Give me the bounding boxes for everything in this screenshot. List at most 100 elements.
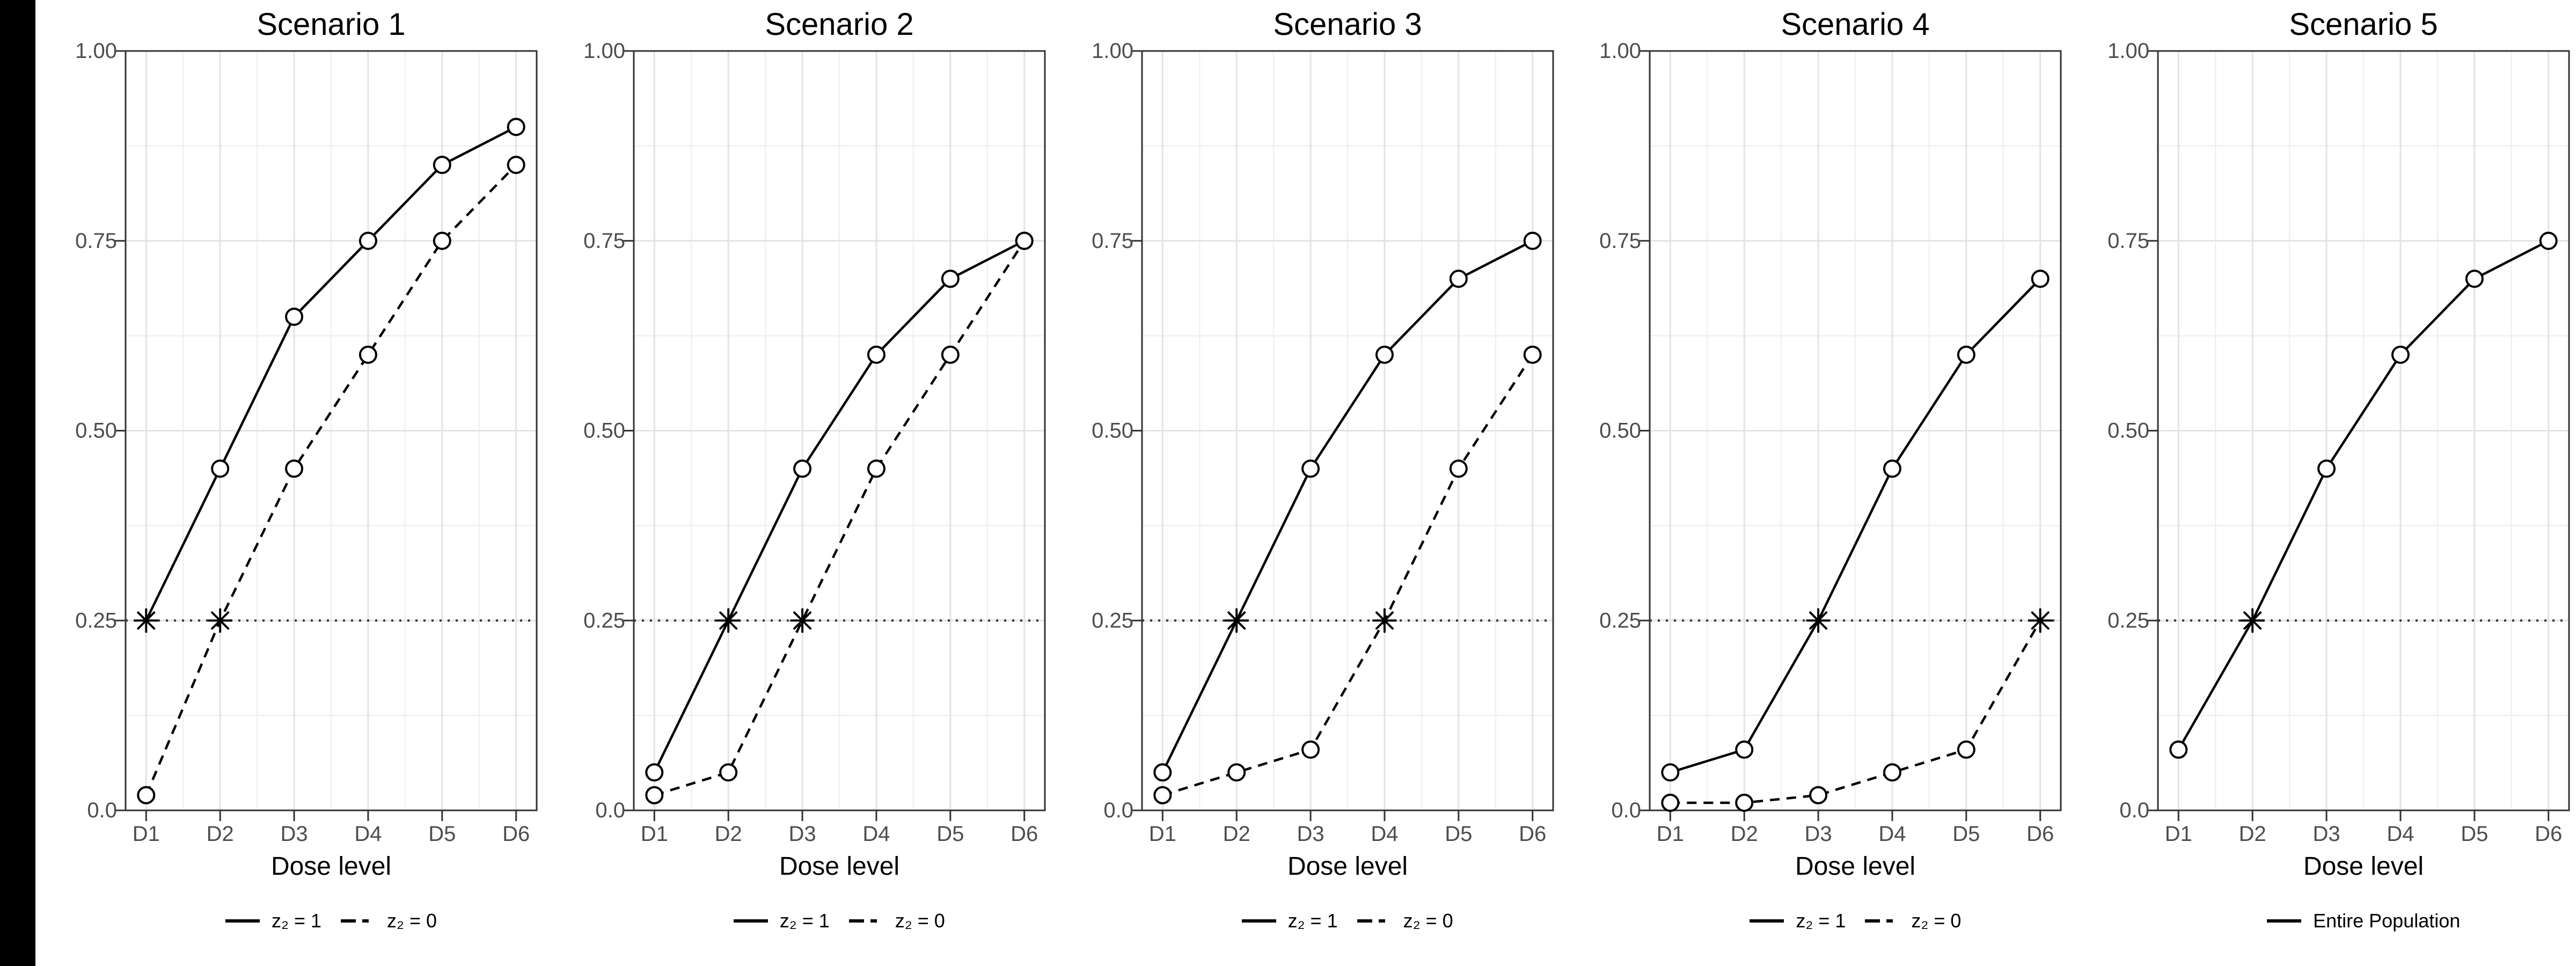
x-tick-label: D4 <box>354 822 382 846</box>
x-tick-label: D3 <box>1805 822 1832 846</box>
x-tick-label: D3 <box>788 822 816 846</box>
y-tick-label: 0.25 <box>583 609 625 632</box>
data-point-circle <box>1957 740 1976 759</box>
legend-item: Entire Population <box>2267 910 2460 932</box>
legend-item: z₂ = 0 <box>341 910 437 932</box>
x-tick-label: D5 <box>936 822 964 846</box>
legend-item: z₂ = 0 <box>1357 910 1453 932</box>
asterisk-target-marker <box>1806 608 1831 633</box>
data-point-circle <box>433 156 451 174</box>
data-point-circle <box>2539 231 2558 250</box>
y-tick-label: 1.00 <box>1600 39 1642 63</box>
data-point-circle <box>1735 740 1754 759</box>
y-tick-label: 0.0 <box>1103 799 1133 822</box>
y-tick-label: 0.0 <box>2120 799 2150 822</box>
legend-label: z₂ = 1 <box>1796 910 1846 932</box>
x-tick-label: D1 <box>2165 822 2192 846</box>
data-point-circle <box>358 346 377 364</box>
panel-plot-svg: 0.0 0.25 0.50 0.75 1.00 D1 D2 D3 D4 D5 D6 Dose leve… <box>583 7 1046 881</box>
panel-legend: z₂ = 1 z₂ = 0 <box>1650 906 2061 936</box>
legend-label: z₂ = 1 <box>1287 910 1338 932</box>
data-point-circle <box>1661 793 1680 812</box>
data-point-circle <box>941 346 960 364</box>
asterisk-target-marker <box>208 608 233 633</box>
x-tick-label: D4 <box>2387 822 2414 846</box>
data-point-circle <box>2391 346 2410 364</box>
legend-item: z₂ = 0 <box>1865 910 1961 932</box>
data-point-circle <box>793 459 811 478</box>
legend-key-dashed-line <box>848 919 883 923</box>
panel-title: Scenario 5 <box>2289 7 2438 42</box>
x-tick-label: D5 <box>1445 822 1472 846</box>
series-line-solid <box>1670 277 2041 774</box>
asterisk-target-marker <box>134 608 159 633</box>
panel-title: Scenario 3 <box>1273 7 1422 42</box>
y-tick-label: 0.0 <box>87 799 117 822</box>
y-tick-label: 0.25 <box>1092 609 1133 632</box>
x-axis-title: Dose level <box>1287 852 1408 881</box>
x-axis-title: Dose level <box>1795 852 1915 881</box>
y-tick-label: 0.75 <box>1092 229 1133 253</box>
y-tick-label: 0.50 <box>583 419 625 443</box>
panel-scenario-1: 0.0 0.25 0.50 0.75 1.00 D1 D2 D3 D4 D5 D6 Dose leve… <box>35 0 544 966</box>
axis-ticks <box>1639 50 2041 821</box>
y-tick-label: 0.75 <box>1600 229 1642 253</box>
data-point-circle <box>1883 459 1902 478</box>
y-tick-label: 0.50 <box>1092 419 1133 443</box>
panel-title: Scenario 2 <box>765 7 913 42</box>
data-point-circle <box>433 231 451 250</box>
data-point-circle <box>1661 763 1680 782</box>
legend-item: z₂ = 1 <box>1750 910 1846 932</box>
legend-item: z₂ = 1 <box>1241 910 1338 932</box>
x-tick-label: D2 <box>2239 822 2266 846</box>
legend-key-dashed-line <box>1357 919 1392 923</box>
data-point-circle <box>358 231 377 250</box>
data-point-circle <box>867 459 885 478</box>
x-tick-label: D1 <box>1148 822 1176 846</box>
data-point-circle <box>2031 269 2050 288</box>
y-tick-label: 1.00 <box>583 39 625 63</box>
axis-ticks <box>1131 50 1533 821</box>
panel-legend: Entire Population <box>2158 906 2569 936</box>
legend-label: Entire Population <box>2313 910 2461 932</box>
panel-plot-svg: 0.0 0.25 0.50 0.75 1.00 D1 D2 D3 D4 D5 D6 Dose leve… <box>1092 7 1554 881</box>
data-point-circle <box>1153 786 1172 804</box>
x-axis-title: Dose level <box>2303 852 2424 881</box>
legend-label: z₂ = 0 <box>387 910 437 932</box>
legend-key-solid-line <box>225 919 260 923</box>
axis-ticks <box>623 50 1025 821</box>
y-tick-label: 0.75 <box>2107 229 2149 253</box>
gridlines <box>2158 50 2570 811</box>
panel-scenario-3: 0.0 0.25 0.50 0.75 1.00 D1 D2 D3 D4 D5 D6 Dose leve… <box>1052 0 1560 966</box>
x-tick-label: D6 <box>2535 822 2562 846</box>
y-tick-label: 0.75 <box>583 229 625 253</box>
asterisk-target-marker <box>789 608 815 633</box>
panel-plot-svg: 0.0 0.25 0.50 0.75 1.00 D1 D2 D3 D4 D5 D6 Dose leve… <box>75 7 538 881</box>
x-tick-label: D6 <box>2027 822 2054 846</box>
y-tick-label: 0.75 <box>75 229 117 253</box>
x-tick-label: D2 <box>1223 822 1250 846</box>
legend-key-solid-line <box>1241 919 1276 923</box>
panel-scenario-4: 0.0 0.25 0.50 0.75 1.00 D1 D2 D3 D4 D5 D6 Dose leve… <box>1560 0 2068 966</box>
data-point-circle <box>1957 346 1976 364</box>
y-tick-label: 0.0 <box>1612 799 1642 822</box>
y-tick-label: 0.0 <box>595 799 625 822</box>
data-point-circle <box>1523 231 1542 250</box>
gridlines <box>633 50 1045 811</box>
axis-ticks <box>115 50 517 821</box>
asterisk-target-marker <box>1372 608 1397 633</box>
x-tick-label: D2 <box>1731 822 1758 846</box>
series-line-dashed <box>145 164 517 796</box>
legend-label: z₂ = 0 <box>1911 910 1962 932</box>
gridlines <box>1650 50 2061 811</box>
legend-label: z₂ = 1 <box>271 910 321 932</box>
data-point-circle <box>507 118 525 136</box>
legend-key-dashed-line <box>341 919 375 923</box>
series-line-solid <box>1161 239 1533 773</box>
series-line-solid <box>145 126 517 621</box>
panel-legend: z₂ = 1 z₂ = 0 <box>634 906 1045 936</box>
x-tick-label: D1 <box>1657 822 1684 846</box>
legend-item: z₂ = 0 <box>848 910 945 932</box>
x-tick-label: D3 <box>280 822 308 846</box>
